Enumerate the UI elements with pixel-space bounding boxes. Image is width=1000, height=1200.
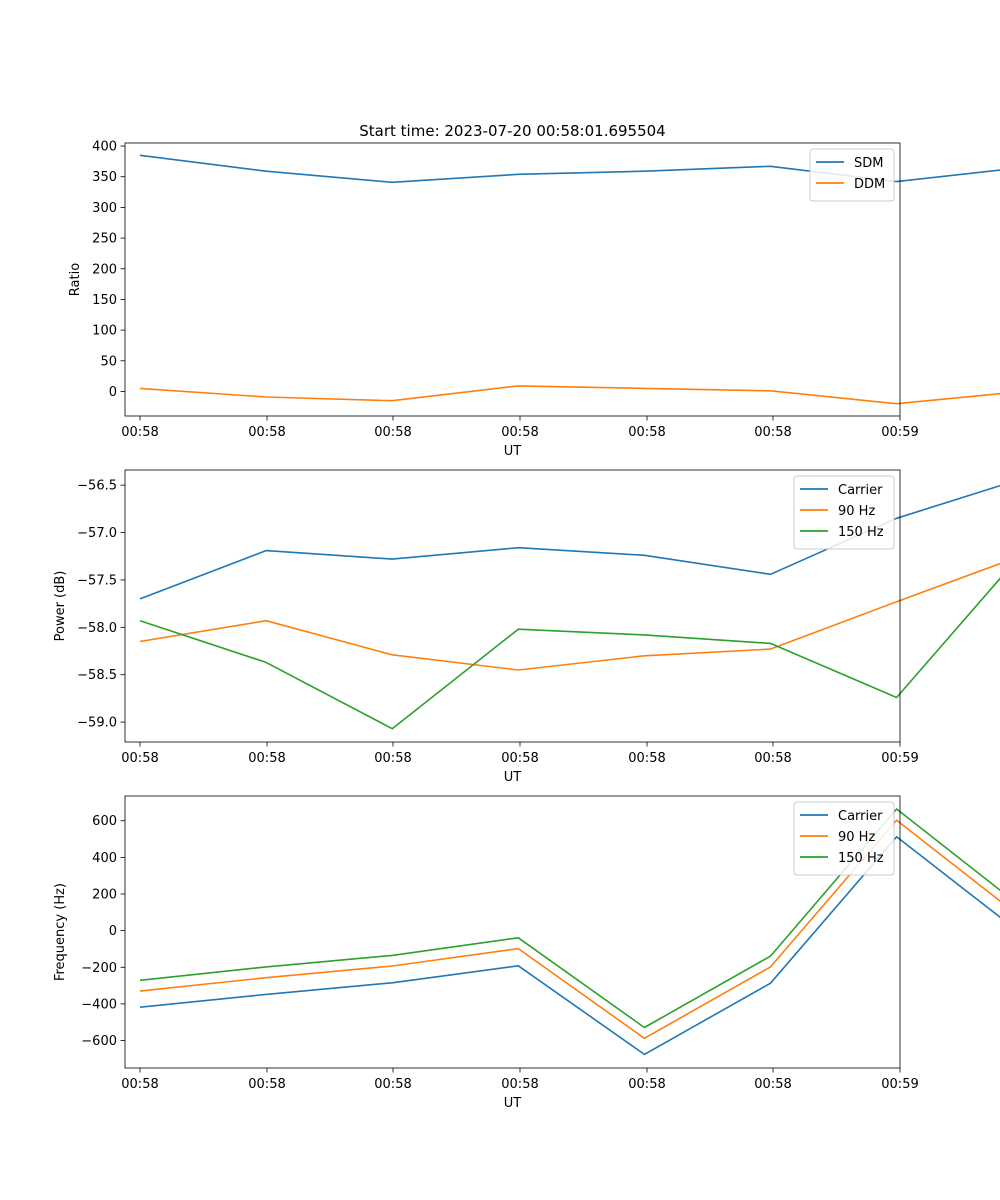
x-tick-label: 00:58 xyxy=(374,1077,411,1092)
chart-panel-3: 00:58 00:58 00:58 00:58 00:58 00:58 00:59 −600 −… xyxy=(53,795,1000,1111)
legend-label: SDM xyxy=(854,156,883,171)
x-tick-label: 00:59 xyxy=(881,425,918,440)
y-tick-label: −59.0 xyxy=(77,716,117,731)
legend-label: Carrier xyxy=(838,483,883,498)
x-tick-label: 00:59 xyxy=(881,1077,918,1092)
y-tick-label: −400 xyxy=(81,997,117,1012)
legend: SDM DDM xyxy=(809,148,895,202)
legend-label: 90 Hz xyxy=(838,504,875,519)
chart-panel-1: 00:58 00:58 00:58 00:58 00:58 00:58 00:59 0 50 10… xyxy=(68,140,1000,459)
x-tick-label: 00:59 xyxy=(881,751,918,766)
x-tick-label: 00:58 xyxy=(374,425,411,440)
x-tick-label: 00:58 xyxy=(628,1077,665,1092)
y-axis-label: Power (dB) xyxy=(53,571,68,642)
figure-title: Start time: 2023-07-20 00:58:01.695504 xyxy=(359,122,665,140)
legend-label: Carrier xyxy=(838,809,883,824)
legend-label: 150 Hz xyxy=(838,525,884,540)
legend: Carrier 90 Hz 150 Hz xyxy=(793,475,895,550)
x-tick-label: 00:58 xyxy=(754,425,791,440)
x-tick-label: 00:58 xyxy=(754,751,791,766)
x-tick-label: 00:58 xyxy=(248,751,285,766)
x-axis-label: UT xyxy=(504,444,522,459)
y-tick-label: 400 xyxy=(92,851,117,866)
legend: Carrier 90 Hz 150 Hz xyxy=(793,801,895,876)
x-tick-label: 00:58 xyxy=(248,425,285,440)
y-tick-label: 400 xyxy=(92,140,117,155)
y-tick-label: −57.0 xyxy=(77,526,117,541)
y-tick-label: 0 xyxy=(109,385,117,400)
axes-frame xyxy=(124,142,901,417)
x-tick-label: 00:58 xyxy=(628,751,665,766)
x-axis-label: UT xyxy=(504,770,522,785)
x-tick-label: 00:58 xyxy=(121,425,158,440)
legend-label: 150 Hz xyxy=(838,851,884,866)
y-tick-label: −58.5 xyxy=(77,668,117,683)
y-tick-label: 0 xyxy=(109,924,117,939)
y-axis-label: Frequency (Hz) xyxy=(53,883,68,981)
x-tick-label: 00:58 xyxy=(374,751,411,766)
y-axis-label: Ratio xyxy=(68,263,83,296)
x-tick-label: 00:58 xyxy=(501,425,538,440)
axes-frame xyxy=(124,469,901,743)
y-tick-label: 100 xyxy=(92,324,117,339)
series-line-150-hz xyxy=(139,577,1000,730)
y-tick-label: 250 xyxy=(92,232,117,247)
y-tick-label: 150 xyxy=(92,293,117,308)
x-tick-label: 00:58 xyxy=(121,751,158,766)
y-tick-label: −58.0 xyxy=(77,621,117,636)
y-tick-label: 300 xyxy=(92,201,117,216)
x-tick-label: 00:58 xyxy=(248,1077,285,1092)
x-axis-label: UT xyxy=(504,1096,522,1111)
y-tick-label: −200 xyxy=(81,961,117,976)
x-tick-label: 00:58 xyxy=(754,1077,791,1092)
y-tick-label: 200 xyxy=(92,887,117,902)
y-tick-label: 50 xyxy=(100,354,117,369)
x-tick-label: 00:58 xyxy=(501,751,538,766)
y-tick-label: −600 xyxy=(81,1034,117,1049)
legend-label: 90 Hz xyxy=(838,830,875,845)
legend-label: DDM xyxy=(854,177,885,192)
y-tick-label: −57.5 xyxy=(77,573,117,588)
y-tick-label: 200 xyxy=(92,262,117,277)
series-line-ddm xyxy=(139,385,1000,405)
x-tick-label: 00:58 xyxy=(628,425,665,440)
chart-panel-2: 00:58 00:58 00:58 00:58 00:58 00:58 00:59 −59.0… xyxy=(53,469,1000,785)
axes-frame xyxy=(124,795,901,1069)
y-tick-label: −56.5 xyxy=(77,479,117,494)
x-tick-label: 00:58 xyxy=(121,1077,158,1092)
x-tick-label: 00:58 xyxy=(501,1077,538,1092)
y-tick-label: 350 xyxy=(92,170,117,185)
y-tick-label: 600 xyxy=(92,814,117,829)
series-line-90-hz xyxy=(139,562,1000,671)
